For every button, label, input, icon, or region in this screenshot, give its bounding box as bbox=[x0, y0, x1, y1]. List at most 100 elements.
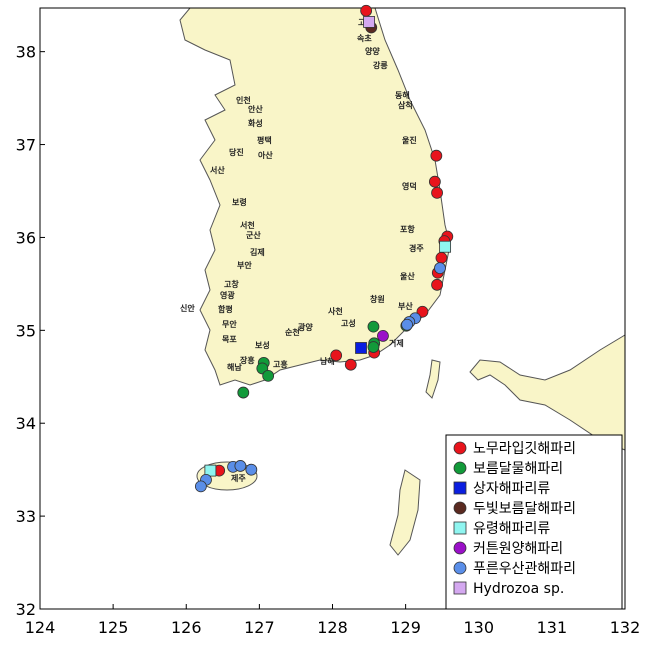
city-label: 거제 bbox=[389, 338, 404, 348]
data-point bbox=[245, 463, 258, 476]
legend-label: 상자해파리류 bbox=[473, 481, 550, 497]
data-point bbox=[439, 240, 452, 253]
city-label: 고성 bbox=[341, 318, 356, 328]
city-label: 강릉 bbox=[373, 60, 388, 70]
chart-layer: 고성속초양양강릉동해삼척울진영덕포항경주울산부산거제창원고성사천남해광양순천고흥… bbox=[16, 4, 641, 637]
city-label: 영광 bbox=[220, 290, 235, 300]
city-label: 속초 bbox=[357, 33, 372, 43]
data-point bbox=[435, 251, 448, 264]
data-point bbox=[377, 330, 389, 342]
data-point bbox=[416, 305, 429, 318]
legend-marker bbox=[453, 441, 467, 455]
korean-peninsula bbox=[179, 7, 451, 386]
data-point bbox=[237, 386, 250, 399]
data-point bbox=[234, 460, 247, 472]
legend-label: Hydrozoa sp. bbox=[473, 581, 564, 597]
city-label: 해남 bbox=[227, 362, 242, 372]
city-label: 남해 bbox=[320, 356, 335, 366]
y-tick-label: 32 bbox=[16, 600, 36, 619]
city-label: 안산 bbox=[248, 104, 263, 114]
city-label: 순천 bbox=[285, 327, 300, 337]
city-label: 울진 bbox=[402, 135, 417, 145]
city-label: 울산 bbox=[400, 271, 415, 281]
city-label: 인천 bbox=[236, 95, 251, 105]
city-label: 김제 bbox=[250, 247, 265, 257]
data-point bbox=[434, 262, 446, 274]
x-tick-label: 124 bbox=[25, 618, 56, 637]
data-point bbox=[344, 358, 357, 371]
data-point bbox=[360, 4, 373, 17]
data-point bbox=[363, 16, 375, 28]
x-tick-label: 128 bbox=[317, 618, 348, 637]
data-point bbox=[355, 342, 367, 354]
y-tick-label: 38 bbox=[16, 43, 36, 62]
legend-label: 유령해파리류 bbox=[473, 521, 550, 537]
data-point bbox=[330, 349, 343, 362]
city-label: 서천 bbox=[240, 220, 255, 230]
legend-label: 보름달물해파리 bbox=[473, 461, 563, 477]
city-label: 광양 bbox=[298, 322, 313, 332]
city-label: 경주 bbox=[409, 243, 424, 253]
data-point bbox=[431, 278, 443, 291]
x-tick-label: 131 bbox=[537, 618, 568, 637]
x-tick-label: 130 bbox=[463, 618, 494, 637]
japan-kyushu bbox=[389, 469, 421, 556]
city-label: 창원 bbox=[370, 294, 385, 304]
city-label: 목포 bbox=[222, 335, 237, 344]
data-point bbox=[430, 149, 443, 162]
legend-label: 푸른우산관해파리 bbox=[473, 561, 576, 577]
city-label: 군산 bbox=[246, 230, 261, 240]
japan-mainland bbox=[469, 334, 626, 451]
city-label: 함평 bbox=[218, 304, 233, 314]
y-tick-label: 36 bbox=[16, 228, 36, 247]
legend-marker bbox=[453, 501, 467, 515]
city-label: 화성 bbox=[248, 118, 263, 128]
data-point bbox=[367, 320, 380, 333]
data-point bbox=[367, 341, 380, 353]
legend-marker bbox=[453, 581, 467, 595]
city-label: 보령 bbox=[232, 197, 247, 207]
city-label: 아산 bbox=[258, 150, 273, 160]
city-label: 양양 bbox=[365, 46, 380, 56]
legend-label: 두빛보름달해파리 bbox=[473, 501, 576, 517]
city-label: 고흥 bbox=[273, 359, 288, 369]
data-point bbox=[431, 186, 443, 199]
data-point bbox=[262, 369, 275, 382]
x-tick-label: 125 bbox=[98, 618, 129, 637]
city-label: 서산 bbox=[210, 165, 225, 175]
city-label: 동해 bbox=[395, 90, 410, 100]
city-label: 보성 bbox=[255, 340, 270, 350]
city-label: 평택 bbox=[257, 135, 272, 145]
city-label: 고창 bbox=[224, 279, 239, 289]
city-label: 포항 bbox=[400, 224, 415, 234]
x-tick-label: 129 bbox=[390, 618, 421, 637]
city-label: 무안 bbox=[222, 319, 237, 329]
city-label: 장흥 bbox=[240, 355, 255, 365]
data-point bbox=[401, 318, 413, 331]
x-tick-label: 127 bbox=[244, 618, 275, 637]
legend-box bbox=[445, 434, 623, 610]
legend-marker bbox=[453, 521, 467, 535]
tsushima bbox=[425, 359, 441, 399]
data-point bbox=[428, 175, 441, 188]
data-point bbox=[194, 480, 207, 493]
city-label: 영덕 bbox=[402, 181, 417, 191]
x-tick-label: 126 bbox=[171, 618, 202, 637]
city-label: 부안 bbox=[237, 260, 252, 270]
city-label: 부산 bbox=[398, 301, 413, 311]
y-tick-label: 35 bbox=[16, 321, 36, 340]
y-tick-label: 33 bbox=[16, 507, 36, 526]
city-label: 당진 bbox=[229, 147, 244, 157]
x-tick-label: 132 bbox=[610, 618, 641, 637]
legend-label: 커튼원양해파리 bbox=[473, 541, 563, 557]
city-label: 제주 bbox=[231, 473, 246, 483]
city-label: 사천 bbox=[328, 306, 343, 316]
legend-marker bbox=[453, 541, 467, 555]
y-tick-label: 37 bbox=[16, 136, 36, 155]
land bbox=[179, 7, 626, 556]
legend-label: 노무라입깃해파리 bbox=[473, 441, 576, 457]
city-label: 신안 bbox=[180, 303, 195, 313]
y-tick-label: 34 bbox=[16, 414, 36, 433]
legend-marker bbox=[453, 461, 467, 475]
